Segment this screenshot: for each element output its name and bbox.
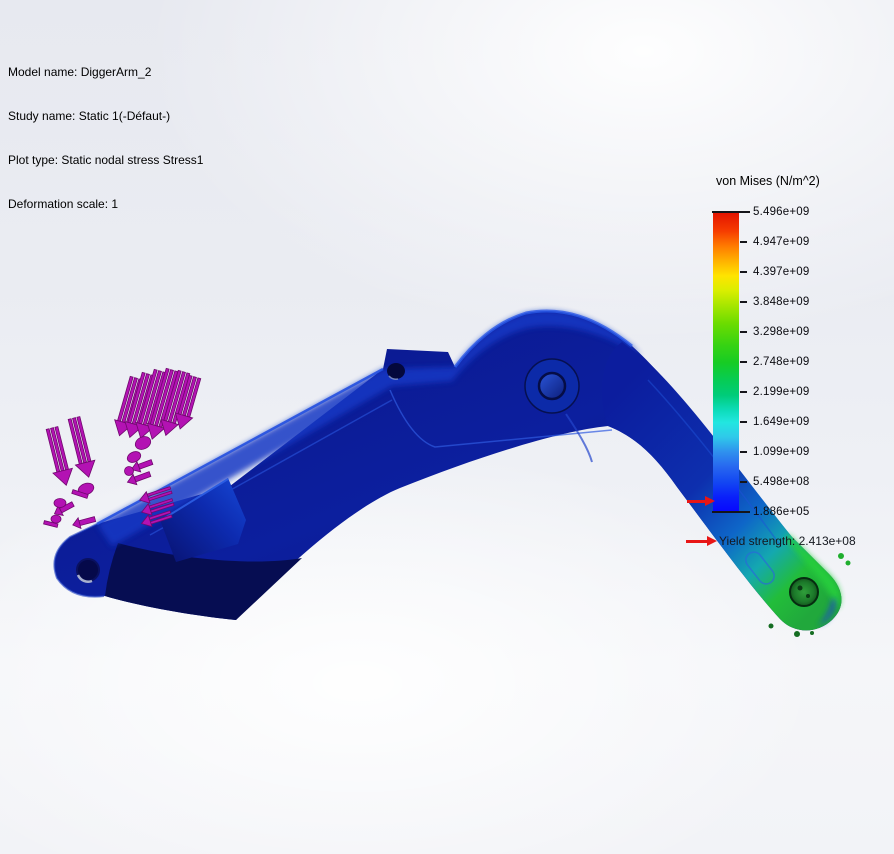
load-arrow — [67, 416, 96, 478]
legend-colorbar[interactable] — [713, 213, 739, 512]
plot-info-block: Model name: DiggerArm_2 Study name: Stat… — [8, 36, 203, 240]
yield-strength-arrow-icon — [686, 536, 717, 546]
tip-slot — [745, 551, 775, 585]
end-cap-highlight — [162, 478, 229, 520]
load-arrow — [72, 516, 97, 530]
knee-groove — [565, 413, 593, 463]
arm-bottom-face — [105, 543, 302, 620]
fixture-glyph — [50, 514, 62, 524]
load-arrow — [160, 369, 191, 437]
knee-top-highlight — [453, 309, 633, 368]
fixture-symbols-mid[interactable] — [124, 434, 154, 487]
lug-hole — [387, 363, 405, 379]
knee-boss-hole — [537, 371, 567, 401]
info-model-name: Model name: DiggerArm_2 — [8, 65, 152, 80]
fixture-glyph — [43, 520, 59, 528]
load-arrow-fan[interactable] — [111, 367, 204, 442]
min-stress-marker-arrow-icon — [687, 496, 715, 506]
load-arrow — [126, 471, 152, 486]
fixture-glyph — [124, 466, 134, 476]
fixture-glyph — [53, 498, 67, 508]
load-arrow-pair[interactable] — [42, 416, 98, 488]
nose-hole-rim — [76, 574, 93, 583]
stress-speck — [768, 623, 774, 629]
load-arrow — [53, 501, 75, 516]
tip-hole-speck — [806, 594, 810, 598]
tip-hole — [789, 577, 819, 607]
stress-speck — [794, 631, 800, 637]
fixture-glyph — [126, 451, 142, 463]
fixture-glyph — [134, 436, 152, 450]
stress-speck — [838, 553, 844, 559]
load-arrow — [140, 510, 173, 528]
load-arrow — [174, 374, 202, 430]
panel-ridge — [389, 389, 613, 448]
tip-corner-shade — [818, 598, 836, 626]
info-deformation-scale: Deformation scale: 1 — [8, 196, 119, 211]
stress-speck — [845, 560, 851, 566]
load-arrow-bracket-group[interactable] — [138, 484, 175, 529]
info-study-name: Study name: Static 1(-Défaut-) — [8, 108, 171, 123]
load-arrow — [45, 426, 73, 486]
boom-end-cap — [160, 478, 246, 562]
fixture-glyph — [71, 489, 89, 499]
load-arrows[interactable] — [42, 367, 204, 531]
lug-hole-rim — [388, 375, 399, 380]
info-plot-type: Plot type: Static nodal stress Stress1 — [8, 152, 204, 167]
tip-hole-speck — [797, 585, 803, 591]
stress-speck — [810, 631, 814, 635]
load-arrow — [140, 498, 175, 516]
nose-edge-highlight — [53, 523, 105, 598]
yield-strength-label: Yield strength: 2.413e+08 — [719, 534, 856, 548]
load-arrow — [146, 367, 179, 440]
load-arrow — [138, 486, 173, 504]
tip-stress-highlight — [786, 534, 841, 609]
fixture-symbols-left[interactable] — [43, 481, 97, 530]
load-arrow — [130, 459, 154, 473]
